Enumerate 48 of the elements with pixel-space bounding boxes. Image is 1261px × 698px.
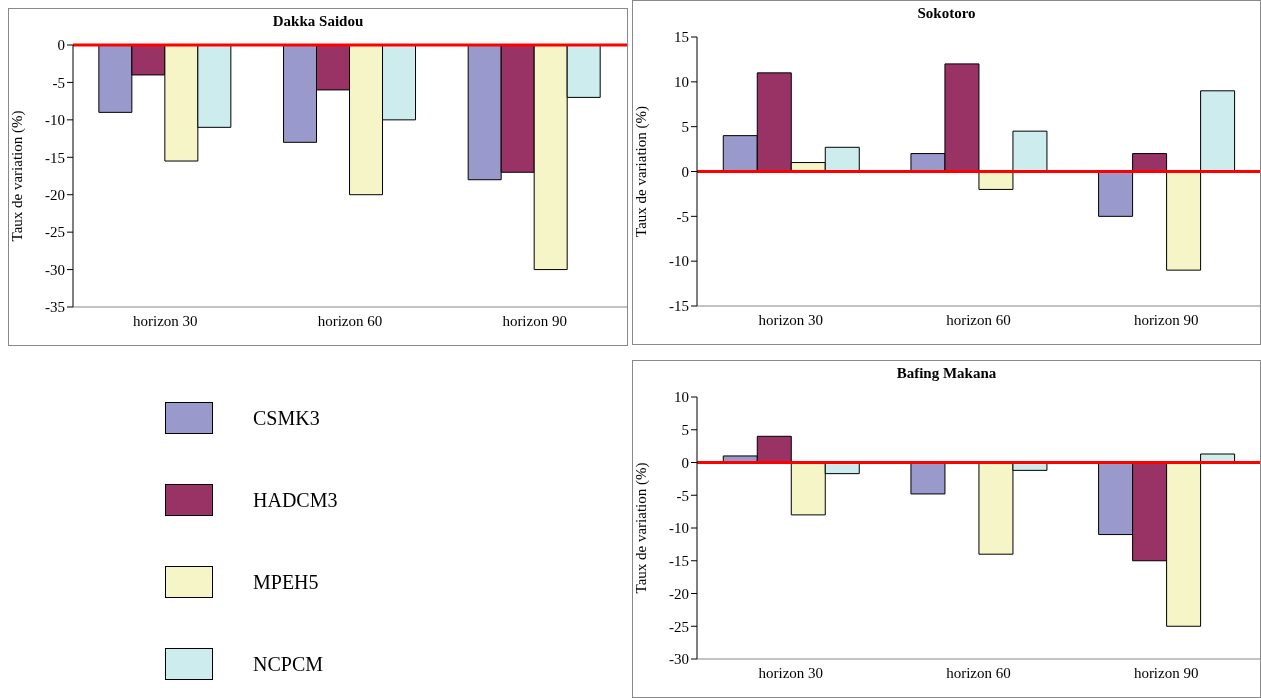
bar <box>1200 90 1236 172</box>
y-tick-label: 5 <box>681 422 689 439</box>
y-tick-label: -15 <box>669 553 689 570</box>
y-tick-label: 10 <box>674 389 689 406</box>
bar <box>910 462 946 495</box>
y-tick-label: -5 <box>676 487 689 504</box>
y-tick-label: -5 <box>52 74 65 91</box>
y-tick-label: -10 <box>45 112 65 129</box>
y-tick-label: -15 <box>45 149 65 166</box>
y-tick-label: 5 <box>681 118 689 135</box>
y-tick-label: 15 <box>674 29 689 46</box>
legend-label: MPEH5 <box>253 570 319 594</box>
x-tick-label: horizon 60 <box>317 312 383 329</box>
y-tick-label: -35 <box>45 299 65 316</box>
y-tick-label: 0 <box>681 454 689 471</box>
x-tick-label: horizon 90 <box>502 312 567 329</box>
bar <box>1166 171 1202 271</box>
chart-title: Dakka Saidou <box>271 13 365 30</box>
y-tick-label: -25 <box>45 224 65 241</box>
y-axis-title: Taux de variation (%) <box>633 106 651 237</box>
legend-label: CSMK3 <box>253 406 320 430</box>
x-tick-label: horizon 90 <box>1133 311 1199 328</box>
y-tick-label: 10 <box>674 74 689 91</box>
y-tick-label: 0 <box>57 37 65 54</box>
y-tick-label: -30 <box>45 261 65 278</box>
chart-title: Bafing Makana <box>895 365 998 382</box>
chart-title: Sokotoro <box>916 5 977 22</box>
y-tick-label: -15 <box>669 298 689 315</box>
x-tick-label: horizon 30 <box>758 311 824 328</box>
bar <box>1012 130 1048 172</box>
y-tick-label: -20 <box>669 585 689 602</box>
y-tick-label: -10 <box>669 520 689 537</box>
legend-label: NCPCM <box>253 652 324 676</box>
x-tick-label: horizon 30 <box>758 664 824 681</box>
y-tick-label: -25 <box>669 618 689 635</box>
x-tick-label: horizon 30 <box>133 312 198 329</box>
y-tick-label: -20 <box>45 187 65 204</box>
x-tick-label: horizon 60 <box>946 311 1011 328</box>
y-tick-label: -30 <box>669 651 689 668</box>
y-tick-label: 0 <box>681 163 689 180</box>
y-axis-title: Taux de variation (%) <box>633 462 651 594</box>
x-tick-label: horizon 60 <box>946 664 1011 681</box>
legend-label: HADCM3 <box>253 488 338 512</box>
y-tick-label: -10 <box>669 253 689 270</box>
bar <box>1098 171 1134 217</box>
x-tick-label: horizon 90 <box>1133 664 1199 681</box>
y-tick-label: -5 <box>676 208 689 225</box>
y-axis-title: Taux de variation (%) <box>9 110 27 242</box>
